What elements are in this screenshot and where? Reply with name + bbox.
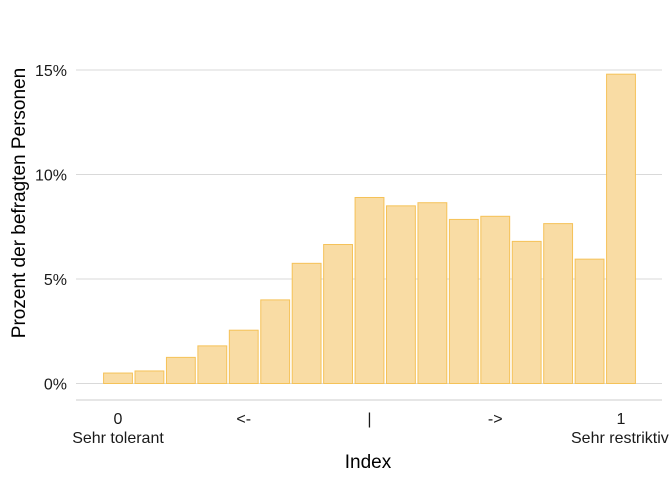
bar-10 (417, 202, 448, 384)
bars (103, 73, 636, 385)
bar-6 (291, 262, 322, 385)
y-tick-label-1: 5% (44, 272, 67, 289)
x-tick-label-4: 1 (617, 411, 626, 428)
bar-8 (354, 196, 385, 384)
bar-9 (386, 205, 416, 384)
x-tick-label-3: -> (488, 411, 503, 428)
x-tick-sublabel-0: Sehr tolerant (72, 430, 164, 447)
x-tick-label-0: 0 (114, 411, 123, 428)
bar-11 (448, 218, 479, 384)
bar-5 (260, 299, 291, 384)
x-axis-title: Index (345, 452, 392, 473)
x-tick-sublabel-4: Sehr restriktiv (571, 430, 669, 447)
bar-7 (323, 244, 353, 384)
bar-15 (574, 258, 605, 384)
bar-14 (543, 223, 574, 384)
x-tick-label-1: <- (236, 411, 251, 428)
y-tick-label-3: 15% (35, 63, 67, 80)
bar-13 (511, 240, 542, 384)
y-axis-title: Prozent der befragten Personen (9, 68, 30, 338)
y-tick-label-0: 0% (44, 377, 67, 394)
bar-0 (103, 372, 133, 384)
bar-3 (197, 345, 228, 385)
y-tick-labels: 0% 5% 10% 15% (35, 63, 67, 394)
x-tick-labels: 0 Sehr tolerant <- | -> 1 Sehr restriktiv (72, 411, 669, 447)
bar-16 (606, 73, 636, 385)
bar-1 (134, 370, 165, 384)
y-tick-label-2: 10% (35, 168, 67, 185)
bar-2 (165, 356, 196, 384)
bar-4 (228, 329, 259, 384)
x-tick-label-2: | (367, 411, 371, 428)
bar-12 (480, 215, 511, 384)
